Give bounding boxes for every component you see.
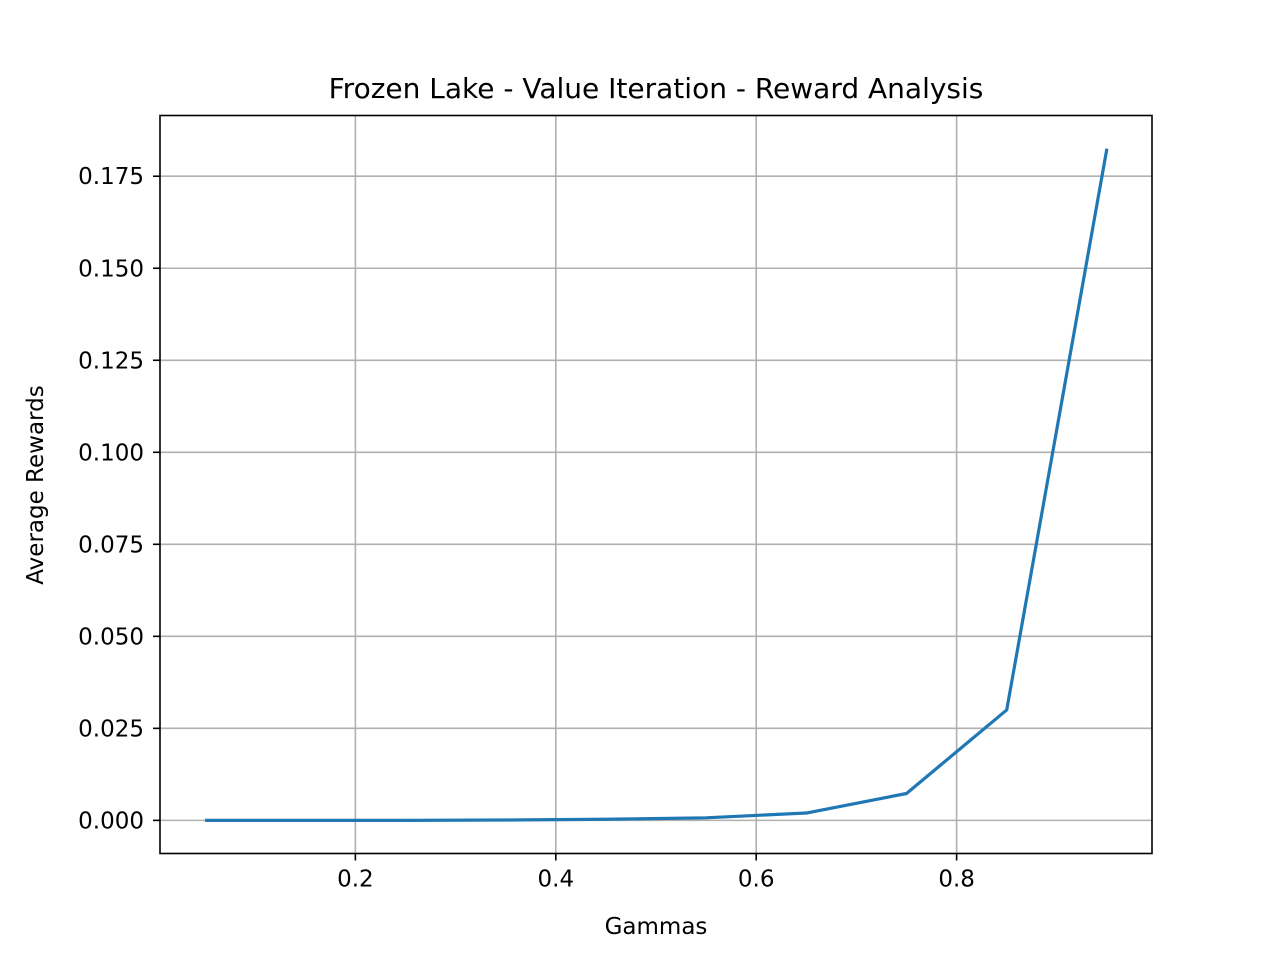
y-axis-label: Average Rewards xyxy=(23,385,49,584)
x-tick-label: 0.2 xyxy=(337,867,374,893)
plot-frame xyxy=(159,114,1153,855)
y-tick-label: 0.000 xyxy=(78,808,144,834)
y-tick-label: 0.125 xyxy=(78,348,144,374)
grid-lines xyxy=(160,115,1152,854)
x-axis-label: Gammas xyxy=(605,914,708,940)
y-tick-label: 0.025 xyxy=(78,716,144,742)
x-tick-label: 0.6 xyxy=(738,867,775,893)
series-line xyxy=(205,148,1109,822)
y-tick-label: 0.050 xyxy=(78,624,144,650)
y-tick-label: 0.175 xyxy=(78,164,144,190)
axis-ticks: 0.2 0.4 0.6 0.8 0.000 0.025 0.050 0.075 0.100 0.1… xyxy=(78,164,975,892)
x-tick-label: 0.4 xyxy=(538,867,575,893)
chart-title: Frozen Lake - Value Iteration - Reward A… xyxy=(329,72,984,105)
series-layer xyxy=(205,148,1109,822)
y-tick-label: 0.075 xyxy=(78,532,144,558)
y-tick-label: 0.150 xyxy=(78,256,144,282)
x-tick-label: 0.8 xyxy=(938,867,975,893)
y-tick-label: 0.100 xyxy=(78,440,144,466)
